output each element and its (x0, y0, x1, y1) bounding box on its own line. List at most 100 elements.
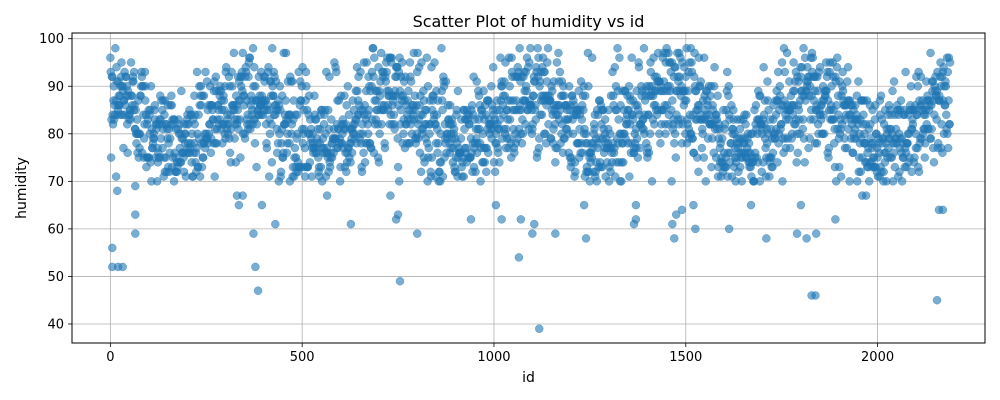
data-point (832, 62, 842, 72)
data-point (592, 177, 602, 186)
data-point (290, 143, 300, 153)
axes-frame (71, 32, 986, 344)
data-point (551, 229, 560, 238)
data-point (798, 124, 808, 134)
data-point (194, 110, 203, 120)
data-point (765, 172, 774, 181)
data-point (394, 177, 404, 186)
data-point (897, 177, 907, 186)
data-point (755, 177, 765, 186)
data-point (167, 101, 176, 110)
data-point (666, 105, 676, 115)
data-point (927, 124, 936, 134)
data-point (737, 177, 747, 186)
data-point (219, 96, 229, 105)
data-point (423, 82, 433, 91)
data-point (158, 143, 167, 153)
data-point (507, 53, 516, 62)
data-point (453, 86, 463, 96)
data-point (252, 162, 261, 172)
data-point (628, 115, 638, 124)
data-point (724, 224, 734, 234)
data-point (780, 67, 789, 77)
data-point (668, 219, 677, 229)
data-point (393, 162, 403, 172)
data-point (929, 158, 939, 167)
data-point (581, 234, 591, 243)
data-point (802, 234, 811, 243)
data-point (449, 124, 459, 134)
data-point (340, 91, 349, 101)
data-point (698, 129, 707, 139)
chart-title: Scatter Plot of humidity vs id (413, 12, 645, 31)
data-point (689, 200, 698, 210)
data-point (424, 143, 434, 153)
data-point (942, 110, 951, 120)
data-point (244, 72, 253, 81)
data-point (581, 91, 590, 101)
data-point (699, 53, 709, 62)
data-point (127, 91, 137, 101)
data-point (342, 167, 351, 177)
data-point (301, 67, 311, 77)
x-tick-label: 0 (106, 350, 114, 365)
data-point (943, 67, 953, 77)
data-point (267, 158, 277, 167)
data-point (362, 58, 371, 67)
data-point (815, 62, 825, 72)
data-point (467, 101, 477, 110)
data-point (945, 58, 955, 67)
data-point (687, 58, 696, 67)
data-point (627, 53, 636, 62)
data-point (548, 86, 557, 96)
data-point (490, 167, 500, 177)
data-point (335, 177, 345, 186)
data-point (736, 162, 745, 172)
data-point (285, 139, 294, 148)
data-point (282, 148, 292, 158)
data-point (488, 62, 498, 72)
data-point (165, 134, 175, 143)
data-points (106, 43, 955, 333)
data-point (406, 77, 416, 86)
data-point (888, 86, 897, 96)
data-point (322, 191, 332, 200)
data-point (667, 177, 676, 186)
data-point (381, 77, 391, 86)
data-point (842, 143, 852, 153)
data-point (113, 186, 122, 196)
data-point (139, 134, 149, 143)
data-point (126, 58, 136, 67)
data-point (502, 124, 511, 134)
data-point (677, 205, 687, 215)
data-point (238, 191, 247, 200)
data-point (694, 167, 703, 177)
data-point (106, 53, 115, 62)
data-point (853, 177, 862, 186)
data-point (854, 77, 863, 86)
data-point (834, 162, 844, 172)
data-point (932, 295, 942, 305)
data-point (287, 77, 297, 86)
ticks: 0 500 1000 1500 2000 40 50 60 70 80 90 100 (39, 32, 894, 365)
data-point (515, 43, 524, 53)
data-point (346, 219, 356, 229)
data-point (735, 124, 745, 134)
data-point (430, 58, 439, 67)
data-point (427, 153, 437, 162)
data-point (632, 134, 642, 143)
data-point (644, 148, 654, 158)
data-point (895, 167, 904, 177)
data-point (819, 110, 828, 120)
data-point (483, 148, 493, 158)
data-point (514, 253, 524, 262)
data-point (526, 43, 535, 53)
data-point (670, 129, 680, 139)
data-point (619, 158, 628, 167)
data-point (472, 77, 481, 86)
data-point (357, 167, 367, 177)
data-point (554, 48, 563, 58)
data-point (530, 219, 539, 229)
data-point (399, 129, 408, 139)
